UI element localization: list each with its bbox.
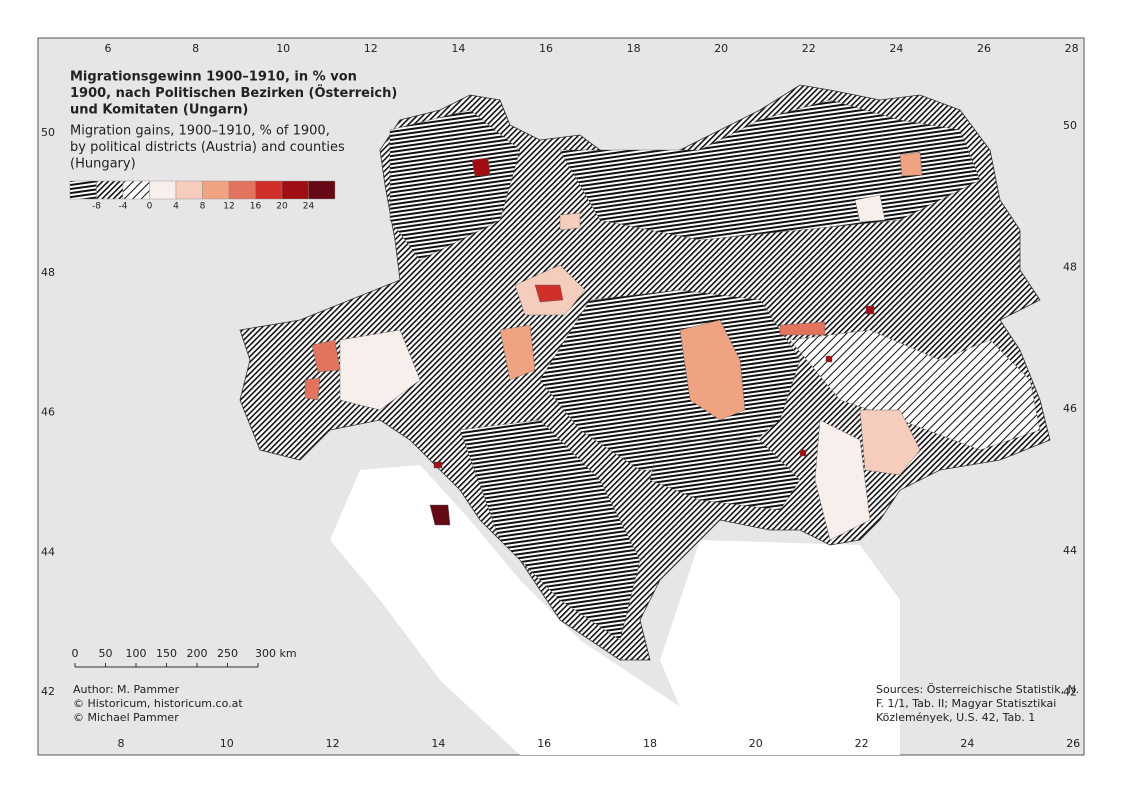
- lat-label-left: 46: [41, 406, 55, 419]
- lat-label-right: 48: [1063, 261, 1077, 274]
- lon-label-top: 28: [1065, 42, 1079, 55]
- lat-label-left: 50: [41, 126, 55, 139]
- credit-line: Author: M. Pammer: [73, 683, 180, 696]
- lon-label-top: 14: [451, 42, 465, 55]
- legend-label: 0: [147, 202, 153, 212]
- lon-label-bottom: 22: [855, 737, 869, 750]
- title-line: 1900, nach Politischen Bezirken (Österre…: [70, 85, 397, 101]
- scale-label: 0: [72, 647, 79, 660]
- legend-label: 8: [200, 202, 206, 212]
- scale-label: 100: [126, 647, 147, 660]
- lon-label-top: 20: [714, 42, 728, 55]
- title-line: Migrationsgewinn 1900–1910, in % von: [70, 70, 357, 85]
- legend-box: [96, 180, 124, 200]
- subtitle-line: by political districts (Austria) and cou…: [70, 140, 345, 155]
- source-line: F. 1/1, Tab. II; Magyar Statisztikai: [876, 697, 1056, 710]
- legend-box: [202, 180, 230, 200]
- lat-label-right: 42: [1063, 685, 1077, 698]
- lon-label-bottom: 20: [749, 737, 763, 750]
- lat-label-right: 50: [1063, 119, 1077, 132]
- lon-label-top: 24: [889, 42, 903, 55]
- lon-label-top: 16: [539, 42, 553, 55]
- credit-line: © Historicum, historicum.co.at: [73, 697, 243, 710]
- lon-label-top: 12: [364, 42, 378, 55]
- source-line: Közlemények, U.S. 42, Tab. 1: [876, 711, 1035, 724]
- legend-box: [149, 180, 177, 200]
- scale-label: 300 km: [255, 647, 297, 660]
- lat-label-left: 48: [41, 266, 55, 279]
- lon-label-top: 10: [276, 42, 290, 55]
- lon-label-bottom: 24: [960, 737, 974, 750]
- legend-label: 20: [276, 202, 288, 212]
- scale-label: 150: [156, 647, 177, 660]
- lon-label-bottom: 10: [220, 737, 234, 750]
- lon-label-top: 22: [802, 42, 816, 55]
- subtitle-line: (Hungary): [70, 157, 136, 172]
- lon-label-bottom: 8: [118, 737, 125, 750]
- legend-label: -4: [119, 202, 128, 212]
- legend-box: [175, 180, 203, 200]
- lat-label-right: 46: [1063, 402, 1077, 415]
- legend-label: 4: [173, 202, 179, 212]
- lon-label-bottom: 18: [643, 737, 657, 750]
- lon-label-top: 6: [105, 42, 112, 55]
- legend-label: 12: [223, 202, 234, 212]
- source-line: Sources: Österreichische Statistik, N.: [876, 683, 1079, 696]
- legend-box: [281, 180, 309, 200]
- lon-label-bottom: 26: [1066, 737, 1080, 750]
- legend-box: [69, 180, 97, 200]
- lat-label-left: 44: [41, 545, 55, 558]
- legend-label: 24: [303, 202, 315, 212]
- lat-label-right: 44: [1063, 544, 1077, 557]
- lon-label-top: 8: [192, 42, 199, 55]
- sea: [330, 465, 900, 755]
- legend-label: 16: [250, 202, 262, 212]
- legend-box: [228, 180, 256, 200]
- lat-label-left: 42: [41, 685, 55, 698]
- subtitle-line: Migration gains, 1900–1910, % of 1900,: [70, 124, 330, 139]
- districts: [304, 99, 1041, 641]
- lon-label-bottom: 14: [431, 737, 445, 750]
- legend-box: [255, 180, 283, 200]
- legend-box: [122, 180, 150, 200]
- legend-box: [308, 180, 336, 200]
- lon-label-bottom: 16: [537, 737, 551, 750]
- lon-label-top: 26: [977, 42, 991, 55]
- scale-label: 200: [187, 647, 208, 660]
- lon-label-bottom: 12: [326, 737, 340, 750]
- title-line: und Komitaten (Ungarn): [70, 103, 248, 118]
- legend-label: -8: [92, 202, 101, 212]
- scale-label: 250: [217, 647, 238, 660]
- credit-line: © Michael Pammer: [73, 711, 179, 724]
- lon-label-top: 18: [627, 42, 641, 55]
- scale-label: 50: [99, 647, 113, 660]
